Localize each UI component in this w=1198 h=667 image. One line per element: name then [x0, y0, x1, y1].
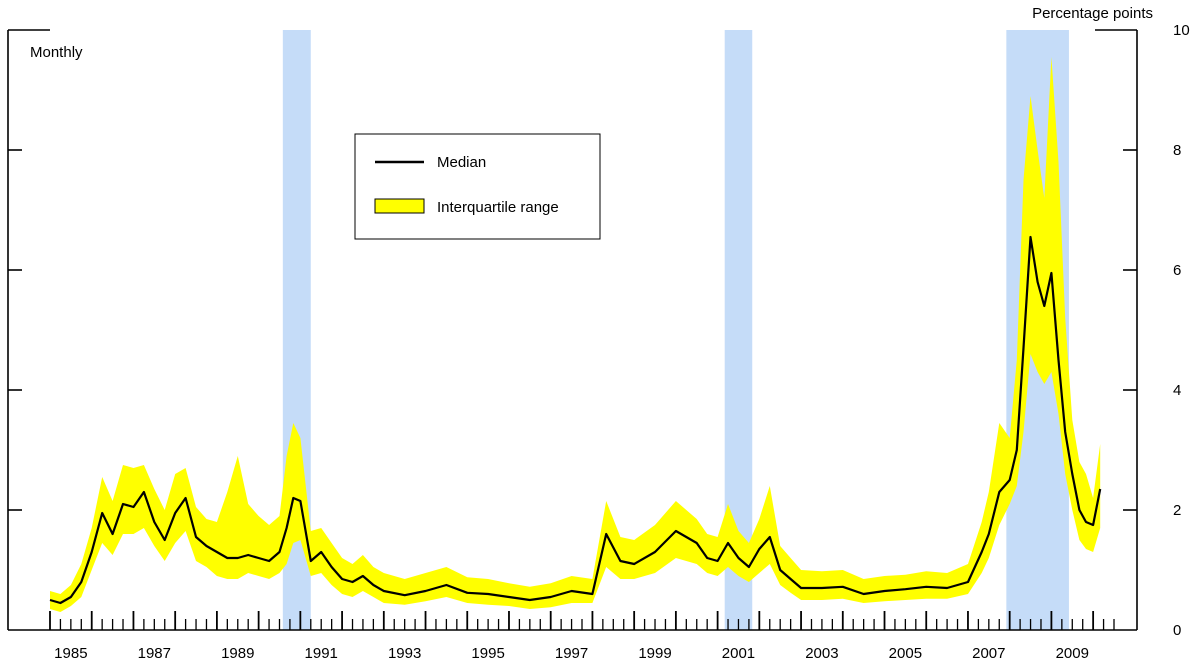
x-axis-ticks	[49, 611, 1115, 630]
x-tick-label: 1989	[221, 645, 254, 662]
y-tick-label: 10	[1173, 22, 1190, 39]
x-tick-label: 2009	[1056, 645, 1089, 662]
y-tick-label: 6	[1173, 262, 1181, 279]
legend-band-label: Interquartile range	[437, 199, 559, 216]
y-tick-label: 2	[1173, 502, 1181, 519]
plot-frame	[7, 29, 1138, 631]
x-tick-label: 1985	[54, 645, 87, 662]
x-tick-label: 1995	[471, 645, 504, 662]
x-tick-label: 1991	[305, 645, 338, 662]
x-tick-label: 2003	[805, 645, 838, 662]
median-line-layer	[49, 235, 1102, 605]
legend: Median Interquartile range	[354, 133, 601, 240]
y-unit-label: Percentage points	[1032, 5, 1153, 22]
x-axis-tick-labels: 1985 1987 1989 1991 1993 1995 1997 1999 2001 2003…	[54, 645, 1089, 662]
x-tick-label: 1993	[388, 645, 421, 662]
x-tick-label: 2001	[722, 645, 755, 662]
x-tick-label: 1997	[555, 645, 588, 662]
legend-band-swatch	[374, 198, 425, 214]
legend-box	[354, 133, 601, 240]
y-axis-ticks	[8, 149, 1137, 511]
x-tick-label: 1987	[138, 645, 171, 662]
x-tick-label: 2007	[972, 645, 1005, 662]
median-line	[49, 235, 1102, 605]
y-tick-label: 0	[1173, 622, 1181, 639]
y-tick-label: 8	[1173, 142, 1181, 159]
frequency-label: Monthly	[30, 44, 83, 61]
y-axis-tick-labels: 0 2 4 6 8 10	[1173, 22, 1190, 639]
legend-median-label: Median	[437, 154, 486, 171]
y-tick-label: 4	[1173, 382, 1181, 399]
x-tick-label: 1999	[638, 645, 671, 662]
x-tick-label: 2005	[889, 645, 922, 662]
